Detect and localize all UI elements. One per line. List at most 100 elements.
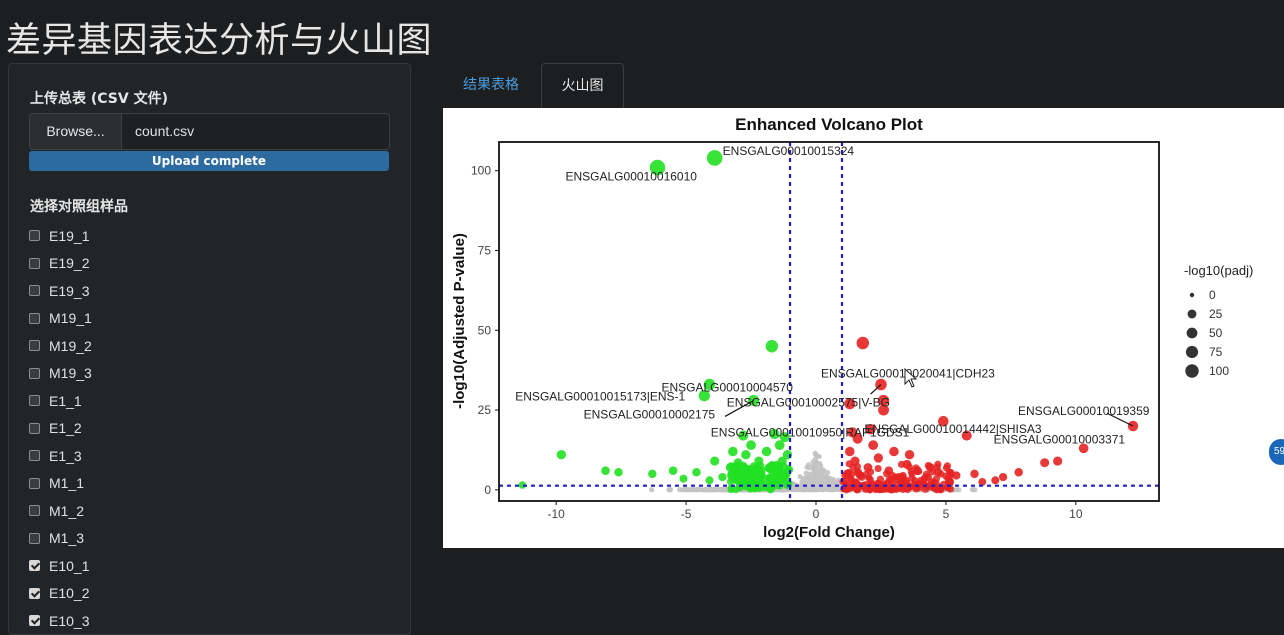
checkbox[interactable] (29, 560, 40, 572)
sample-checkbox-item[interactable]: M19_2 (29, 332, 92, 360)
legend-key (1187, 309, 1197, 319)
ns-point (828, 482, 835, 489)
sample-checkbox-item[interactable]: M1_1 (29, 470, 92, 498)
ns-point (825, 486, 831, 493)
y-tick-label: 50 (478, 323, 492, 337)
upload-progress-bar: Upload complete (29, 151, 389, 171)
sample-checkbox-item[interactable]: E19_1 (29, 222, 92, 250)
gene-label: ENSGALG00010014442|SHISA3 (864, 422, 1042, 436)
down-point (780, 469, 788, 477)
down-point (766, 486, 774, 494)
down-point (754, 456, 764, 466)
down-point (725, 463, 735, 472)
down-point (710, 456, 720, 466)
up-point (925, 463, 935, 472)
checkbox-label: M1_1 (49, 475, 85, 492)
down-point (770, 476, 779, 485)
up-point (887, 476, 895, 484)
checkbox[interactable] (29, 505, 40, 517)
checkbox[interactable] (29, 422, 40, 434)
down-point (679, 474, 688, 483)
sample-checkbox-item[interactable]: E19_2 (29, 250, 92, 278)
sidebar-panel: 上传总表 (CSV 文件) Browse... count.csv Upload… (8, 63, 411, 635)
ns-point (820, 468, 826, 474)
up-point (930, 478, 938, 487)
checkbox[interactable] (29, 285, 40, 297)
x-tick-label: 10 (1069, 507, 1083, 521)
legend-title: -log10(padj) (1184, 263, 1253, 278)
page-title: 差异基因表达分析与火山图 (6, 21, 433, 61)
checkbox[interactable] (29, 257, 40, 269)
checkbox-label: E10_1 (49, 557, 90, 574)
up-point (889, 446, 899, 457)
down-point (648, 469, 657, 479)
down-point (601, 466, 610, 475)
checkbox[interactable] (29, 367, 40, 379)
ns-point (681, 486, 687, 493)
ns-point (667, 486, 673, 493)
up-point (888, 486, 896, 494)
checkbox-label: E1_3 (49, 447, 82, 464)
sample-checkbox-item[interactable]: M19_3 (29, 360, 92, 388)
file-input[interactable]: Browse... count.csv (29, 113, 390, 150)
ns-point (717, 487, 723, 493)
up-point (850, 456, 860, 466)
x-tick-label: -5 (681, 507, 692, 521)
down-point (741, 450, 751, 460)
up-point (902, 459, 912, 469)
mouse-cursor-icon (904, 367, 918, 388)
checkbox[interactable] (29, 477, 40, 489)
up-point (856, 471, 865, 480)
down-point (746, 440, 756, 451)
checkbox[interactable] (29, 395, 40, 407)
down-point (556, 450, 567, 460)
x-tick-label: -10 (547, 507, 565, 521)
up-point (903, 485, 912, 494)
volcano-plot-panel: Enhanced Volcano Plot -10 -5 0 5 10 0 25 50 75 100… (443, 108, 1284, 548)
x-tick-label: 5 (943, 507, 950, 521)
sample-checkbox-item[interactable]: E1_3 (29, 442, 92, 470)
sample-checkbox-item[interactable]: M1_3 (29, 525, 92, 553)
checkbox[interactable] (29, 340, 40, 352)
side-badge[interactable]: 59 (1269, 439, 1284, 465)
legend-label: 50 (1209, 326, 1223, 340)
checkbox[interactable] (29, 230, 40, 242)
down-point (752, 478, 760, 486)
up-point (938, 415, 949, 427)
checkbox[interactable] (29, 312, 40, 324)
sample-checkbox-item[interactable]: E19_3 (29, 277, 92, 305)
sample-checkbox-item[interactable]: M19_1 (29, 305, 92, 333)
up-point (877, 394, 890, 407)
down-point (775, 463, 783, 471)
down-point (518, 481, 527, 489)
up-point (873, 453, 883, 463)
legend-label: 0 (1209, 288, 1216, 302)
sample-checkbox-item[interactable]: E10_1 (29, 552, 92, 580)
up-point (844, 398, 856, 410)
sample-checklist: E19_1 E19_2 E19_3 M19_1 M19_2 M19_3 E1_1 E1_2 E1… (29, 222, 92, 635)
upload-label: 上传总表 (CSV 文件) (30, 91, 168, 107)
sample-checkbox-item[interactable]: E1_2 (29, 415, 92, 443)
up-point (1014, 468, 1023, 477)
y-tick-label: 75 (478, 243, 492, 257)
ns-point (970, 486, 977, 492)
gene-label: ENSGALG00010002575|V-BG (727, 396, 890, 410)
ns-point (816, 470, 822, 476)
down-point (774, 440, 785, 451)
file-name-field[interactable]: count.csv (135, 123, 195, 139)
sample-checkbox-item[interactable]: E1_1 (29, 387, 92, 415)
up-point (1040, 458, 1050, 468)
down-point (703, 378, 716, 391)
checkbox[interactable] (29, 450, 40, 462)
ns-point (804, 464, 810, 470)
checkbox[interactable] (29, 532, 40, 544)
sample-checkbox-item[interactable]: M1_2 (29, 497, 92, 525)
ns-point (794, 485, 800, 491)
browse-button[interactable]: Browse... (30, 114, 122, 149)
tab-results-table[interactable]: 结果表格 (463, 77, 519, 93)
checkbox[interactable] (29, 587, 40, 599)
ns-point (820, 487, 826, 493)
tab-volcano-plot[interactable]: 火山图 (541, 63, 624, 108)
sample-checkbox-item[interactable]: E10_2 (29, 580, 92, 608)
down-point (705, 476, 714, 485)
